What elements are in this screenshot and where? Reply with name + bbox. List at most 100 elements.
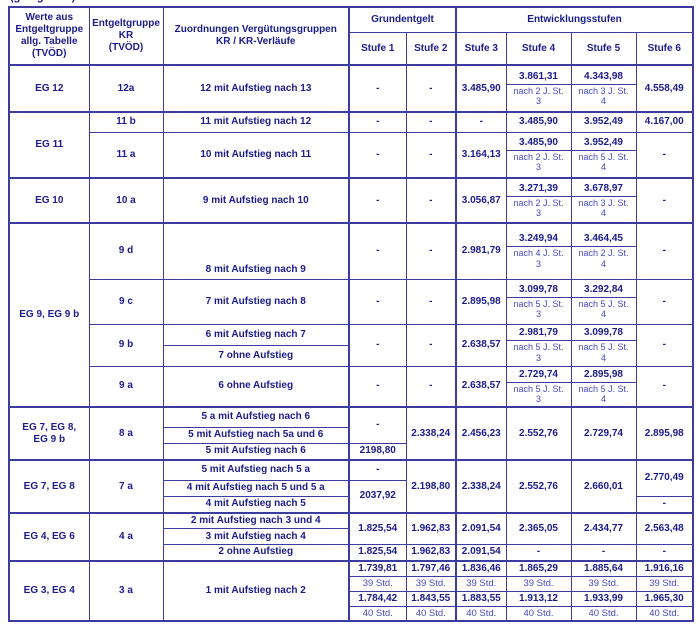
cell-zuordnung: 6 ohne Aufstieg (162, 365, 350, 408)
table-cell: 2.091,54 (455, 512, 507, 546)
table-cell: 1.865,29 (505, 559, 572, 578)
table-cell: 2.552,76 (505, 406, 572, 461)
table-cell: 2.895,98 (635, 406, 694, 461)
cell-zuordnung: 12 mit Aufstieg nach 13 (162, 64, 350, 113)
table-cell: 3.952,49 nach 5 J. St. 4 (570, 131, 637, 179)
table-cell: 40 Std. (505, 605, 572, 622)
cell-value: 2.729,74 (507, 367, 570, 383)
table-cell: - (635, 177, 694, 224)
cell-note: nach 5 J. St. 3 (513, 383, 564, 404)
cell-zuordnung: 5 mit Aufstieg nach 5a und 6 (162, 426, 350, 444)
cell-zuordnung: 5 mit Aufstieg nach 5 a (162, 459, 350, 481)
table-cell: 3.249,94 nach 4 J. St. 3 (505, 222, 572, 280)
cell-kr: 7 a (88, 459, 164, 514)
table-cell: - (405, 222, 457, 280)
cell-zuordnung: 2 mit Aufstieg nach 3 und 4 (162, 512, 350, 530)
table-cell: 3.485,90 (505, 111, 572, 133)
table-cell: 1.825,54 (348, 512, 407, 546)
cell-note: nach 5 J. St. 3 (513, 298, 564, 319)
cell-value: 3.271,39 (507, 181, 570, 197)
table-row: EG 12 12a 12 mit Aufstieg nach 13- -3.485,9… (8, 64, 694, 113)
table-cell: 3.292,84 nach 5 J. St. 4 (570, 278, 637, 325)
table-cell: 40 Std. (405, 605, 457, 622)
table-cell: 3.099,78 nach 5 J. St. 4 (570, 323, 637, 367)
table-cell: - (635, 278, 694, 325)
table-cell: 1.784,42 (348, 590, 407, 607)
table-cell: 2.091,54 (455, 544, 507, 562)
table-cell: 39 Std. (635, 576, 694, 592)
table-cell: 1.885,64 (570, 559, 637, 578)
table-cell: 2.552,76 (505, 459, 572, 514)
table-cell: - (348, 131, 407, 179)
header-stufe-2: Stufe 2 (405, 32, 457, 66)
table-cell: 2.770,49 (635, 459, 694, 497)
table-cell: - (405, 323, 457, 367)
table-cell: 1.962,83 (405, 544, 457, 562)
table-cell: - (405, 111, 457, 133)
table-cell: 39 Std. (505, 576, 572, 592)
table-cell: 2.638,57 (455, 323, 507, 367)
cell-zuordnung: 1 mit Aufstieg nach 2 (162, 559, 350, 622)
cell-werte-eg3-4: EG 3, EG 4 (8, 559, 90, 622)
cell-kr: 9 d (88, 222, 164, 280)
cell-zuordnung: 3 mit Aufstieg nach 4 (162, 528, 350, 546)
cell-value: 3.952,49 (572, 135, 635, 151)
cell-note: nach 3 J. St. 4 (578, 85, 629, 106)
cell-zuordnung: 8 mit Aufstieg nach 9 (162, 222, 350, 280)
table-cell: 1.797,46 (405, 559, 457, 578)
table-row: 5 mit Aufstieg nach 6 2198,80 (9, 442, 693, 461)
table-cell: - (405, 131, 457, 179)
table-cell: - (505, 544, 572, 562)
cell-zuordnung: 7 ohne Aufstieg (162, 344, 350, 367)
cell-note: nach 5 J. St. 4 (578, 151, 629, 173)
cell-kr: 11 b (88, 111, 164, 133)
table-cell: 3.164,13 (455, 131, 507, 179)
header-stufe-6: Stufe 6 (635, 32, 694, 66)
table-cell: 2198,80 (348, 442, 407, 461)
cell-werte-eg9: EG 9, EG 9 b (8, 221, 90, 408)
table-cell: 39 Std. (405, 576, 457, 592)
cell-value: 4.343,98 (572, 69, 635, 85)
table-cell: 2.729,74 nach 5 J. St. 3 (505, 365, 572, 408)
cell-werte-eg10: EG 10 (8, 177, 90, 224)
table-cell: - (348, 111, 407, 133)
table-cell: 2.456,23 (455, 406, 507, 461)
table-cell: - (570, 544, 637, 562)
cell-value: 2.981,79 (507, 325, 570, 342)
table-cell: 2.434,77 (570, 512, 637, 546)
table-cell: 3.678,97 nach 3 J. St. 4 (570, 177, 637, 224)
table-cell: 1.965,30 (635, 590, 694, 607)
table-cell: 2037,92 (348, 479, 407, 514)
table-cell: - (348, 459, 407, 481)
cell-note: nach 5 J. St. 4 (578, 298, 629, 319)
header-entwicklungsstufen: Entwicklungsstufen (454, 6, 694, 33)
table-cell: - (405, 365, 457, 408)
table-cell: 39 Std. (348, 576, 407, 592)
cell-zuordnung: 2 ohne Aufstieg (162, 544, 350, 562)
table-cell: 40 Std. (455, 605, 507, 622)
cell-zuordnung: 10 mit Aufstieg nach 11 (162, 131, 350, 179)
clipped-caption: (gültig ab ...) (10, 0, 330, 6)
table-cell: 1.933,99 (570, 590, 637, 607)
cell-value: 3.861,31 (507, 69, 570, 85)
table-cell: 3.485,90 (455, 64, 507, 113)
caption-text: (gültig ab ...) (10, 0, 330, 3)
table-cell: - (348, 406, 407, 444)
table-cell: 3.271,39 nach 2 J. St. 3 (505, 177, 572, 224)
table-cell: 1.883,55 (455, 590, 507, 607)
table-cell: - (348, 365, 407, 408)
table-row: 4 mit Aufstieg nach 5 und 5 a 2037,92 (9, 479, 693, 514)
table-cell: - (405, 177, 457, 224)
cell-kr: 12a (88, 64, 164, 113)
table-cell: - (348, 323, 407, 367)
cell-value: 3.485,90 (507, 135, 570, 151)
table-cell: 2.895,98 (455, 278, 507, 325)
cell-zuordnung: 6 mit Aufstieg nach 7 (162, 323, 350, 346)
cell-kr: 10 a (88, 177, 164, 224)
